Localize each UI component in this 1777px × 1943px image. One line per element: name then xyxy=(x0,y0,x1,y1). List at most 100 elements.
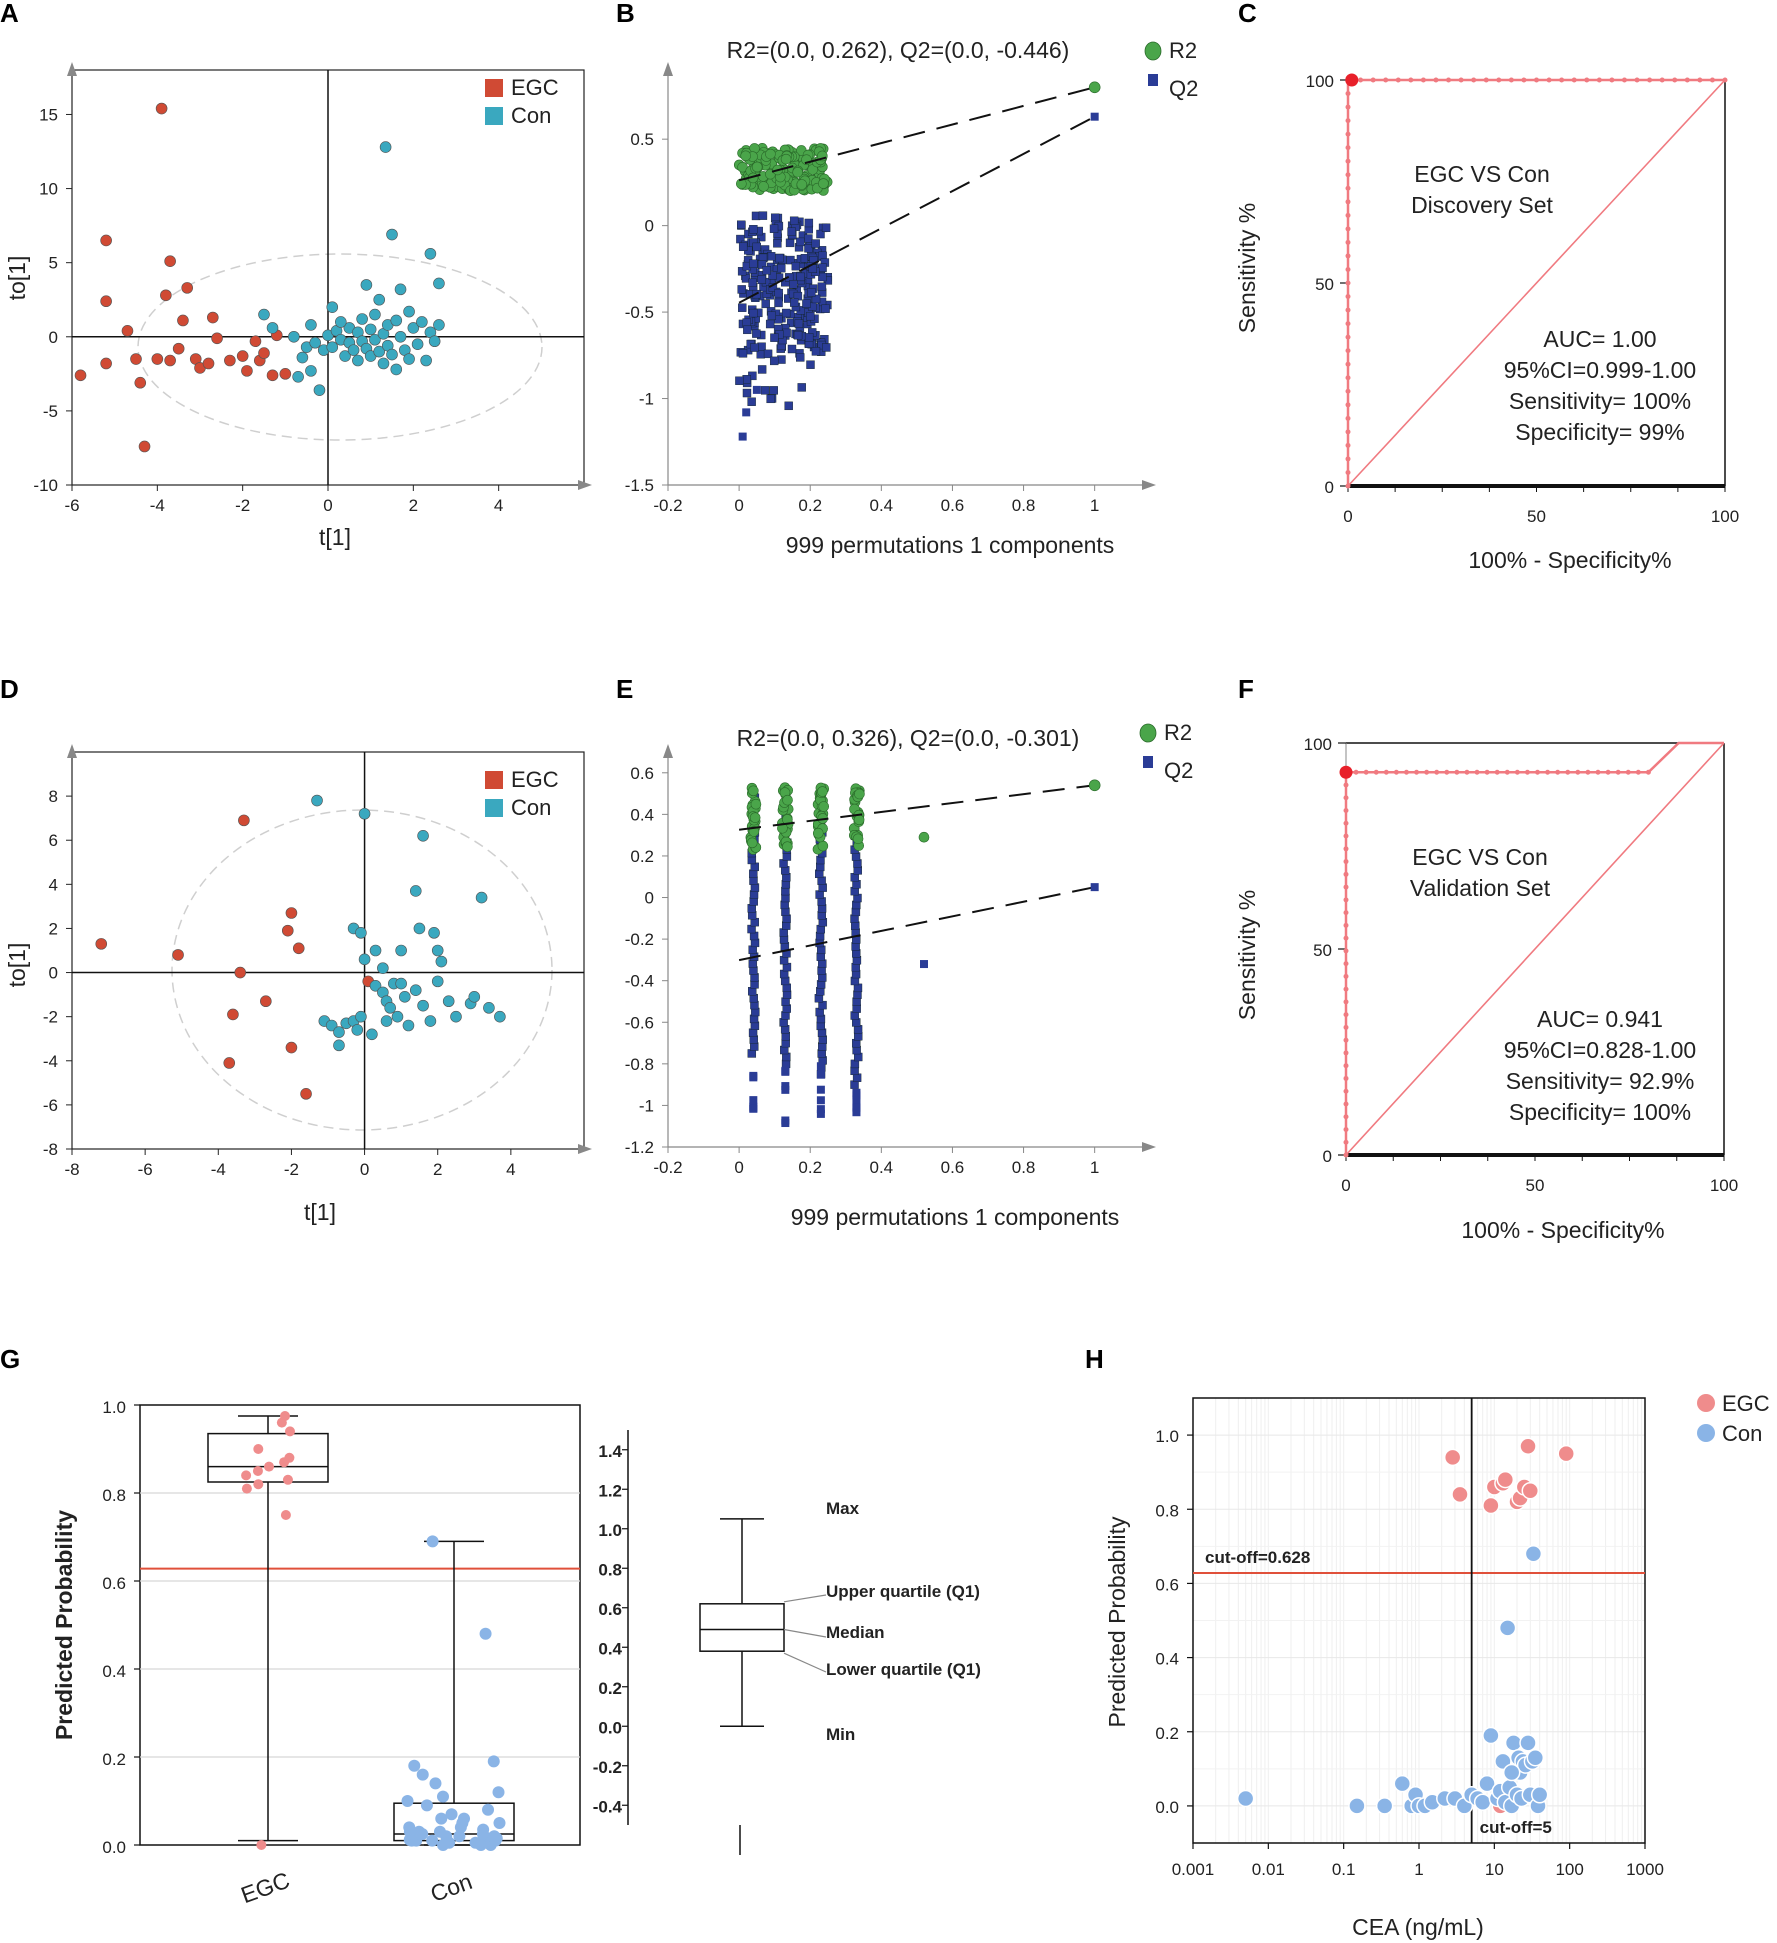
egc-cea-point xyxy=(1557,1444,1575,1463)
egc-score-point xyxy=(138,440,151,453)
x-tick-label: 1 xyxy=(1414,1860,1423,1879)
con-score-point xyxy=(369,308,381,321)
q2-permutation-point xyxy=(742,318,751,327)
r2-permutation-point xyxy=(750,798,762,810)
roc-step-marker xyxy=(1474,769,1480,775)
roc-step-marker xyxy=(1545,769,1551,775)
roc-step-marker xyxy=(1414,769,1420,775)
roc-step-marker xyxy=(1353,769,1359,775)
q2-permutation-point xyxy=(773,239,782,248)
x-tick-label: 0 xyxy=(734,1158,743,1177)
q2-permutation-point xyxy=(817,282,827,291)
r2-permutation-point xyxy=(740,150,751,162)
egc-score-point xyxy=(249,335,262,348)
x-tick-label: 1 xyxy=(1090,496,1099,515)
roc-operating-point xyxy=(1339,765,1353,779)
q2-permutation-point xyxy=(793,331,803,340)
roc-step-marker xyxy=(1345,239,1351,245)
roc-step-marker xyxy=(1521,77,1527,83)
x-tick-label: -0.2 xyxy=(653,496,682,515)
roc-step-marker xyxy=(1343,871,1349,877)
roc-step-marker xyxy=(1383,769,1389,775)
r2-permutation-point xyxy=(765,148,776,160)
roc-step-marker xyxy=(1565,769,1571,775)
egc-probability-point xyxy=(284,1426,295,1437)
roc-step-marker xyxy=(1343,935,1349,941)
roc-step-marker xyxy=(1596,77,1602,83)
roc-step-marker xyxy=(1697,77,1703,83)
con-score-point xyxy=(416,316,428,328)
roc-step-marker xyxy=(1345,402,1351,408)
egc-score-point xyxy=(241,365,253,377)
q2-permutation-point xyxy=(774,288,783,298)
con-score-point xyxy=(431,975,444,988)
con-score-point xyxy=(305,365,317,377)
roc-step-marker xyxy=(1343,1063,1349,1069)
roc-step-marker xyxy=(1345,415,1351,421)
y-tick-label: -6 xyxy=(43,1096,58,1115)
x-axis-arrow xyxy=(1142,480,1156,490)
q2-permutation-point xyxy=(852,1095,861,1104)
y-axis-label: to[1] xyxy=(4,256,30,301)
x-tick-label: -4 xyxy=(150,496,165,515)
roc-step-marker xyxy=(1343,1037,1349,1043)
roc-step-marker xyxy=(1444,769,1450,775)
y-tick-label: -0.2 xyxy=(625,930,654,949)
q2-permutation-point xyxy=(818,263,827,272)
egc-probability-point xyxy=(241,1470,252,1481)
roc-step-marker xyxy=(1345,91,1351,97)
egc-probability-point xyxy=(256,1840,267,1850)
con-cea-point xyxy=(1482,1726,1500,1745)
q2-permutation-point xyxy=(822,343,831,352)
roc-step-marker xyxy=(1363,769,1369,775)
x-tick-label: 100 xyxy=(1710,1176,1738,1195)
roc-set-label: Validation Set xyxy=(1410,875,1551,901)
y-tick-label: -2 xyxy=(43,1008,58,1027)
x-tick-label: 0 xyxy=(1341,1176,1350,1195)
y-tick-label: 100 xyxy=(1304,735,1332,754)
con-score-point xyxy=(468,991,481,1003)
y-tick-label: 0.8 xyxy=(102,1486,126,1505)
egc-score-point xyxy=(155,102,168,115)
x-tick-label: 0.001 xyxy=(1172,1860,1215,1879)
roc-step-marker xyxy=(1345,469,1351,475)
y-tick-label: 1.2 xyxy=(598,1481,622,1500)
y-tick-label: -0.4 xyxy=(593,1797,623,1816)
y-tick-label: 0 xyxy=(645,889,654,908)
q2-permutation-point xyxy=(816,229,825,239)
con-cea-point xyxy=(1498,1619,1517,1637)
q2-permutation-point xyxy=(920,960,928,969)
roc-step-marker xyxy=(1559,77,1565,83)
con-score-point xyxy=(386,228,398,241)
con-score-point xyxy=(351,1024,364,1036)
q2-permutation-point xyxy=(804,234,813,243)
egc-probability-point xyxy=(280,1510,291,1520)
y-axis-label: Sensitivity % xyxy=(1234,890,1260,1020)
egc-score-point xyxy=(177,314,189,327)
roc-step-marker xyxy=(1408,77,1414,83)
y-tick-label: 50 xyxy=(1313,941,1332,960)
con-cea-point xyxy=(1502,1763,1521,1782)
roc-step-marker xyxy=(1345,131,1351,137)
roc-step-marker xyxy=(1345,158,1351,164)
roc-step-marker xyxy=(1534,77,1539,83)
roc-step-marker xyxy=(1343,1075,1349,1081)
q2-permutation-point xyxy=(752,385,761,394)
x-tick-label: 1000 xyxy=(1626,1860,1664,1879)
egc-score-point xyxy=(202,357,215,370)
q2-permutation-point xyxy=(816,1070,825,1079)
q2-original-point xyxy=(1090,112,1099,121)
roc-step-marker xyxy=(1494,769,1500,775)
q2-permutation-point xyxy=(767,311,776,320)
q2-permutation-point xyxy=(749,225,758,234)
q2-permutation-point xyxy=(811,294,821,304)
q2-permutation-point xyxy=(738,432,747,441)
con-score-point xyxy=(424,247,437,260)
roc-step-marker xyxy=(1343,986,1349,992)
y-tick-label: 0.2 xyxy=(598,1679,622,1698)
roc-step-marker xyxy=(1454,769,1460,775)
y-tick-label: -0.4 xyxy=(625,972,654,991)
y-tick-label: 1.0 xyxy=(598,1521,622,1540)
q2-permutation-point xyxy=(749,259,758,268)
egc-probability-point xyxy=(253,1479,264,1490)
